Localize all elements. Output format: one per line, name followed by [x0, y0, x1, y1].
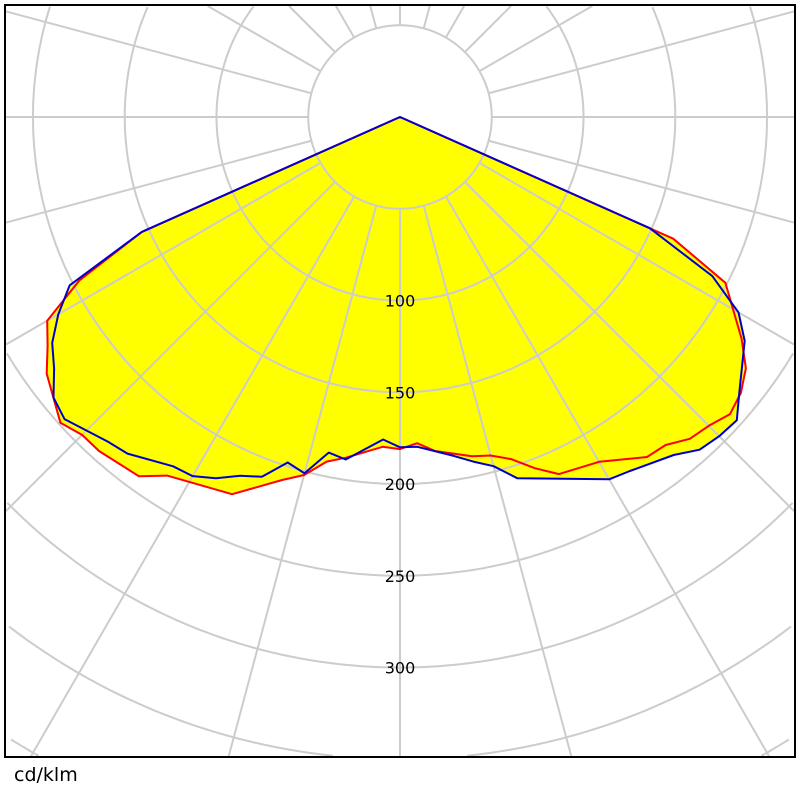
grid-spoke-120 — [478, 5, 593, 72]
grid-spoke-255 — [5, 10, 312, 95]
grid-spoke-75 — [488, 139, 795, 224]
grid-spoke-240 — [207, 5, 322, 72]
grid-spoke-15 — [422, 205, 573, 757]
grid-spoke-60 — [478, 162, 795, 346]
grid-spoke-165 — [422, 5, 431, 29]
radial-tick-label: 150 — [385, 383, 416, 402]
grid-spoke-45 — [464, 181, 795, 512]
grid-ring-350 — [8, 625, 334, 757]
grid-spoke-285 — [5, 139, 312, 224]
grid-spoke-210 — [335, 5, 355, 39]
radial-tick-label: 300 — [385, 659, 416, 678]
grid-spoke-105 — [488, 10, 795, 95]
series-line-0 — [45, 116, 747, 496]
grid-spoke-225 — [288, 5, 336, 53]
series-fill-1 — [52, 117, 745, 480]
grid-spoke-30 — [445, 195, 770, 757]
grid-spoke-135 — [464, 5, 512, 53]
grid-ring-400 — [10, 738, 40, 757]
radial-tick-label: 250 — [385, 567, 416, 586]
radial-tick-label: 100 — [385, 292, 416, 311]
radial-tick-label: 200 — [385, 475, 416, 494]
unit-label: cd/klm — [14, 764, 78, 786]
grid-ring-400 — [760, 738, 790, 757]
plot-frame — [4, 4, 796, 758]
grid-spoke-150 — [445, 5, 465, 39]
grid-ring-350 — [466, 625, 792, 757]
grid-spoke-195 — [369, 5, 378, 29]
series-line-1 — [51, 116, 746, 481]
grid-spoke-345 — [227, 205, 378, 757]
grid-spoke-315 — [5, 181, 336, 512]
